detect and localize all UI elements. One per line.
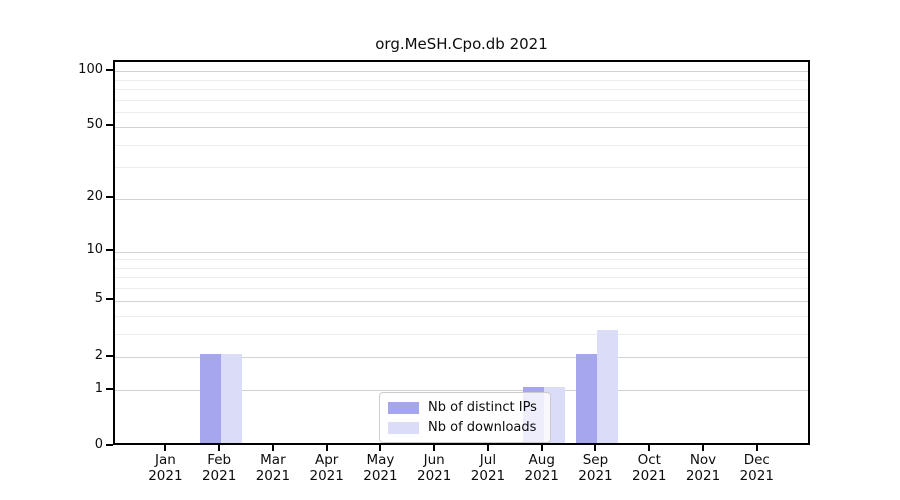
x-tick xyxy=(379,445,382,451)
y-gridline-minor xyxy=(115,144,808,146)
chart-title: org.MeSH.Cpo.db 2021 xyxy=(375,35,548,53)
y-tick-label: 5 xyxy=(94,291,103,307)
y-tick-label: 0 xyxy=(94,437,103,452)
y-gridline-minor xyxy=(115,259,808,261)
x-tick-label: Nov 2021 xyxy=(685,452,721,484)
y-tick xyxy=(106,444,113,446)
x-tick xyxy=(540,445,543,451)
bar-downloads-sep xyxy=(597,330,619,443)
x-tick-label: Aug 2021 xyxy=(524,452,559,484)
x-tick-label: Mar 2021 xyxy=(255,452,291,484)
y-tick xyxy=(106,298,113,301)
y-gridline-minor xyxy=(115,315,808,317)
y-gridline-minor xyxy=(115,288,808,290)
x-tick xyxy=(702,445,704,451)
y-gridline-major xyxy=(115,126,808,128)
y-gridline-minor xyxy=(115,267,808,269)
x-tick xyxy=(325,445,328,451)
bar-distinct-ips-sep xyxy=(576,353,598,443)
legend-swatch-downloads xyxy=(388,421,419,434)
y-tick xyxy=(106,249,113,252)
y-tick-label: 20 xyxy=(86,189,103,205)
y-gridline-minor xyxy=(115,333,808,335)
y-gridline-minor xyxy=(115,99,808,101)
y-gridline-minor xyxy=(115,89,808,91)
legend-label-distinct-ips: Nb of distinct IPs xyxy=(428,400,537,415)
y-gridline-minor xyxy=(115,167,808,169)
legend-label-downloads: Nb of downloads xyxy=(428,420,537,435)
x-tick-label: Dec 2021 xyxy=(739,452,774,484)
x-tick xyxy=(486,445,489,451)
y-gridline-minor xyxy=(115,112,808,114)
x-tick xyxy=(218,445,221,451)
x-tick-label: Sep 2021 xyxy=(578,452,613,484)
y-gridline-major xyxy=(115,71,808,73)
y-gridline-minor xyxy=(115,277,808,279)
y-tick-label: 1 xyxy=(94,380,103,396)
legend: Nb of distinct IPs Nb of downloads xyxy=(379,392,551,443)
y-gridline-major xyxy=(115,357,808,359)
bar-distinct-ips-feb xyxy=(200,353,222,443)
y-tick xyxy=(106,387,113,390)
legend-item-downloads: Nb of downloads xyxy=(388,420,542,435)
y-gridline-major xyxy=(115,198,808,200)
plot-area: Nb of distinct IPs Nb of downloads xyxy=(113,60,810,445)
x-tick-label: Apr 2021 xyxy=(309,452,344,484)
y-tick-label: 50 xyxy=(86,117,103,133)
y-tick xyxy=(106,196,113,199)
y-gridline-minor xyxy=(115,79,808,81)
legend-item-distinct-ips: Nb of distinct IPs xyxy=(388,400,542,415)
x-tick-label: Jan 2021 xyxy=(148,452,183,484)
x-tick xyxy=(594,445,597,451)
x-tick xyxy=(648,445,651,451)
y-tick xyxy=(106,68,113,71)
x-tick xyxy=(271,445,274,451)
x-tick-label: Feb 2021 xyxy=(201,452,237,484)
x-tick-label: May 2021 xyxy=(363,452,398,484)
y-gridline-major xyxy=(115,300,808,302)
x-tick xyxy=(755,445,758,451)
bar-downloads-feb xyxy=(221,353,243,443)
x-tick-label: Oct 2021 xyxy=(632,452,667,484)
x-tick-label: Jul 2021 xyxy=(470,452,506,484)
y-gridline-major xyxy=(115,251,808,253)
y-tick xyxy=(106,124,113,127)
x-tick xyxy=(164,445,167,451)
y-tick-label: 2 xyxy=(94,347,103,363)
y-tick xyxy=(106,354,113,357)
legend-swatch-distinct-ips xyxy=(388,401,419,414)
y-gridline-major xyxy=(115,390,808,392)
y-tick-label: 100 xyxy=(78,61,103,77)
y-tick-label: 10 xyxy=(86,242,103,258)
x-tick-label: Jun 2021 xyxy=(417,452,452,484)
x-tick xyxy=(433,445,436,451)
